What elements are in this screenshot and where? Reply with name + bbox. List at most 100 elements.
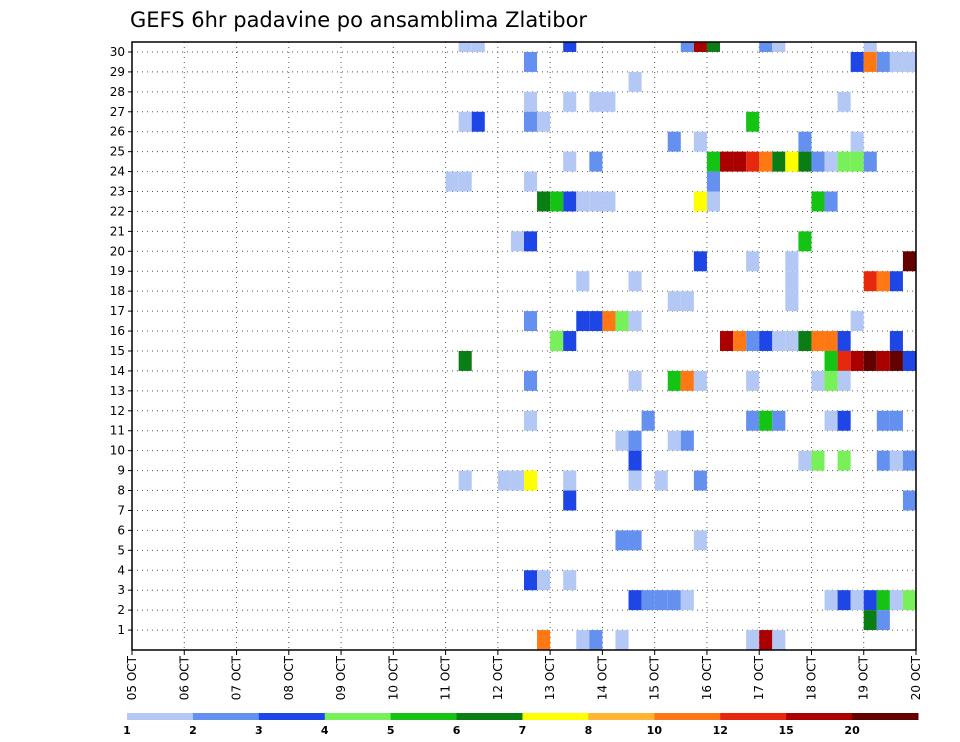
chart-title: GEFS 6hr padavine po ansamblima Zlatibor: [130, 8, 587, 32]
precip-cell: [576, 191, 590, 212]
precip-cell: [863, 271, 877, 292]
colorbar-segment: [588, 713, 655, 720]
precip-cell: [889, 271, 903, 292]
precip-cell: [563, 570, 577, 591]
precip-cell: [824, 590, 838, 611]
precip-cell: [759, 151, 773, 172]
precip-cell: [759, 42, 773, 52]
precip-cell: [824, 370, 838, 391]
precip-cell: [641, 590, 655, 611]
precip-cell: [667, 131, 681, 152]
precip-cell: [850, 51, 864, 72]
precip-cell: [772, 410, 786, 431]
precip-cell: [733, 151, 747, 172]
colorbar-tick-label: 8: [585, 724, 593, 737]
precip-cell: [720, 331, 734, 351]
y-tick-label: 21: [110, 224, 125, 238]
precip-cell: [889, 350, 903, 371]
precip-cell: [628, 450, 642, 471]
precip-cell: [563, 191, 577, 212]
colorbar-tick-label: 1: [123, 724, 131, 737]
precip-cell: [471, 42, 485, 52]
precip-cell: [628, 470, 642, 491]
y-tick-label: 22: [110, 204, 125, 218]
precip-cell: [850, 311, 864, 332]
precip-cell: [785, 331, 799, 351]
precip-cell: [824, 350, 838, 371]
precip-cell: [720, 151, 734, 172]
precip-cell: [628, 271, 642, 292]
precip-cell: [693, 370, 707, 391]
precip-cell: [798, 131, 812, 152]
precip-cell: [850, 131, 864, 152]
precip-cell: [693, 191, 707, 212]
precip-cell: [876, 350, 890, 371]
precip-cell: [563, 91, 577, 112]
precip-cell: [772, 151, 786, 172]
precip-cell: [772, 42, 786, 52]
precip-cell: [785, 291, 799, 312]
colorbar-tick-label: 12: [713, 724, 728, 737]
precip-cell: [889, 590, 903, 611]
grid: [132, 42, 916, 650]
y-tick-label: 1: [117, 623, 125, 637]
colorbar-segment: [127, 713, 194, 720]
precip-cell: [563, 490, 577, 511]
x-tick-label: 08 OCT: [282, 655, 296, 700]
y-tick-label: 30: [110, 45, 125, 59]
y-tick-label: 25: [110, 145, 125, 159]
y-tick-label: 27: [110, 105, 125, 119]
precip-cell: [667, 291, 681, 312]
precip-cell: [772, 630, 786, 650]
precip-cell: [563, 151, 577, 172]
precip-cell: [876, 450, 890, 471]
precip-cell: [693, 470, 707, 491]
precip-cell: [458, 111, 472, 132]
precip-cell: [811, 450, 825, 471]
x-tick-label: 18 OCT: [804, 655, 818, 700]
colorbar-segment: [324, 713, 392, 720]
precip-cell: [458, 171, 472, 192]
precip-cell: [889, 410, 903, 431]
colorbar-tick-label: 5: [387, 724, 395, 737]
precip-cell: [537, 630, 551, 650]
precip-cell: [510, 470, 524, 491]
precip-cell: [628, 530, 642, 551]
precip-cell: [837, 91, 851, 112]
precip-cell: [524, 570, 538, 591]
precip-cell: [785, 251, 799, 272]
precip-cell: [589, 151, 603, 172]
precip-cells: [445, 42, 916, 650]
x-tick-label: 16 OCT: [700, 655, 714, 700]
precip-cell: [863, 350, 877, 371]
colorbar-segment: [522, 713, 589, 720]
y-tick-label: 29: [110, 65, 125, 79]
y-tick-label: 5: [117, 543, 125, 557]
plot-frame: [131, 41, 917, 651]
precip-cell: [902, 350, 916, 371]
precip-cell: [863, 42, 877, 52]
x-tick-label: 20 OCT: [909, 655, 923, 700]
colorbar-tick-label: 20: [844, 724, 860, 737]
y-tick-label: 10: [110, 444, 125, 458]
precip-cell: [680, 291, 694, 312]
precip-cell: [785, 271, 799, 292]
precip-cell: [876, 590, 890, 611]
precip-cell: [746, 151, 760, 172]
y-tick-label: 13: [110, 384, 125, 398]
colorbar-segment: [720, 713, 787, 720]
precip-cell: [837, 350, 851, 371]
precip-cell: [628, 590, 642, 611]
x-tick-label: 10 OCT: [386, 655, 400, 700]
precip-cell: [510, 231, 524, 252]
precip-cell: [602, 311, 616, 332]
precip-cell: [497, 470, 511, 491]
precip-cell: [837, 331, 851, 351]
precip-cell: [772, 331, 786, 351]
precip-cell: [811, 191, 825, 212]
precip-cell: [876, 271, 890, 292]
colorbar-segment: [192, 713, 260, 720]
precip-cell: [524, 231, 538, 252]
precip-cell: [693, 131, 707, 152]
x-tick-label: 12 OCT: [491, 655, 505, 700]
